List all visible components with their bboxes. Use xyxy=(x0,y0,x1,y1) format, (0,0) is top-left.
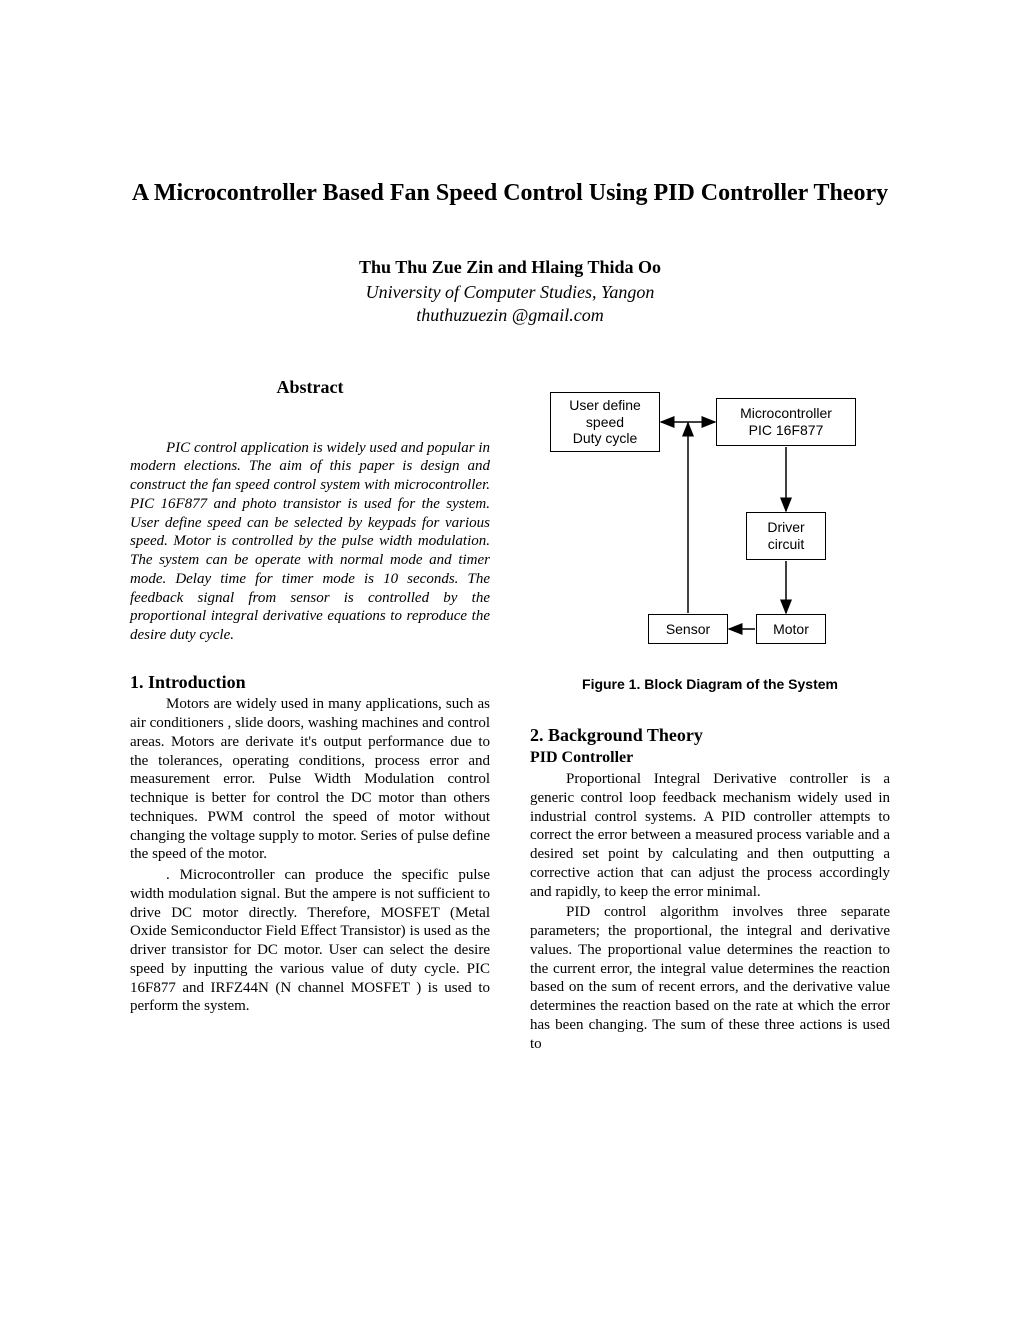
node-driver-line1: Driver xyxy=(767,519,804,536)
section-2: 2. Background Theory PID Controller Prop… xyxy=(530,724,890,1054)
figure-1: User define speed Duty cycle Microcontro… xyxy=(530,382,890,694)
node-motor-label: Motor xyxy=(773,621,809,638)
section-1-para-2: . Microcontroller can produce the specif… xyxy=(130,866,490,1016)
node-motor: Motor xyxy=(756,614,826,644)
node-user-line2: speed xyxy=(586,414,624,431)
node-mcu-line2: PIC 16F877 xyxy=(749,422,824,439)
two-column-layout: Abstract PIC control application is wide… xyxy=(130,376,890,1055)
paper-title: A Microcontroller Based Fan Speed Contro… xyxy=(130,180,890,207)
node-user-line1: User define xyxy=(569,397,641,414)
figure-1-caption: Figure 1. Block Diagram of the System xyxy=(530,676,890,694)
left-column: Abstract PIC control application is wide… xyxy=(130,376,490,1055)
node-user-line3: Duty cycle xyxy=(573,430,638,447)
section-2-para-2: PID control algorithm involves three sep… xyxy=(530,903,890,1053)
node-user-define: User define speed Duty cycle xyxy=(550,392,660,452)
email: thuthuzuezin @gmail.com xyxy=(130,305,890,326)
node-mcu-line1: Microcontroller xyxy=(740,405,832,422)
right-column: User define speed Duty cycle Microcontro… xyxy=(530,376,890,1055)
node-driver-line2: circuit xyxy=(768,536,805,553)
block-diagram: User define speed Duty cycle Microcontro… xyxy=(530,382,890,662)
section-1-heading: 1. Introduction xyxy=(130,671,490,694)
node-microcontroller: Microcontroller PIC 16F877 xyxy=(716,398,856,446)
section-2-para-1: Proportional Integral Derivative control… xyxy=(530,770,890,901)
affiliation: University of Computer Studies, Yangon xyxy=(130,282,890,303)
abstract-heading: Abstract xyxy=(130,376,490,399)
section-1-para-1: Motors are widely used in many applicati… xyxy=(130,695,490,864)
abstract-text: PIC control application is widely used a… xyxy=(130,439,490,645)
section-2-subheading: PID Controller xyxy=(530,748,890,768)
node-driver: Driver circuit xyxy=(746,512,826,560)
authors: Thu Thu Zue Zin and Hlaing Thida Oo xyxy=(130,257,890,278)
node-sensor: Sensor xyxy=(648,614,728,644)
node-sensor-label: Sensor xyxy=(666,621,710,638)
section-2-heading: 2. Background Theory xyxy=(530,724,890,747)
